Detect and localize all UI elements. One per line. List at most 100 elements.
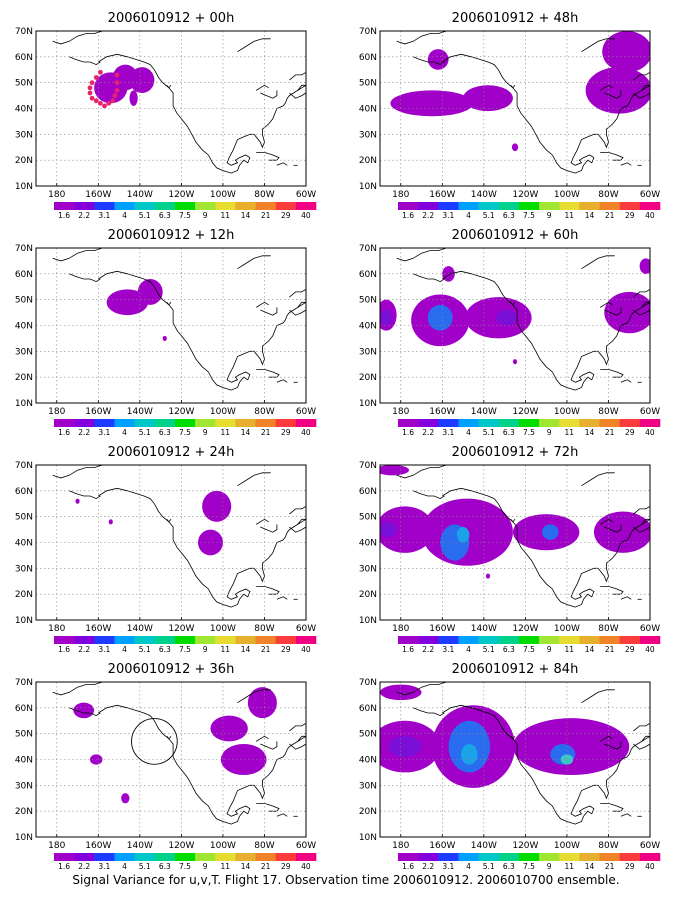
colorbar-swatch: [74, 419, 95, 427]
x-tick-label: 140W: [471, 407, 497, 417]
colorbar-swatch: [559, 853, 580, 861]
colorbar-label: 5.1: [139, 645, 151, 654]
coastline: [620, 162, 632, 166]
colorbar-swatch: [94, 853, 115, 861]
colorbar-swatch: [134, 636, 156, 644]
flight-track-point: [93, 75, 99, 80]
region-circle: [131, 718, 178, 765]
map-panel: 2006010912 + 72h 180 160W 140W 120W 100W 80W 60…: [350, 439, 661, 654]
plot-frame: [379, 464, 651, 621]
coastline: [599, 84, 613, 91]
coastline: [599, 301, 613, 308]
y-tick-label: 40N: [359, 756, 377, 766]
y-tick-label: 40N: [359, 322, 377, 332]
coastline: [600, 803, 624, 812]
colorbar-label: 4: [466, 428, 471, 437]
x-tick-label: 180: [392, 624, 409, 634]
y-tick-label: 50N: [359, 730, 377, 740]
coastline: [413, 273, 445, 283]
x-tick-label: 160W: [85, 407, 111, 417]
colorbar-label: 14: [241, 862, 251, 871]
colorbar-swatch: [458, 853, 479, 861]
colorbar-label: 7.5: [523, 645, 535, 654]
colorbar-swatch: [54, 853, 75, 861]
panel-title: 2006010912 + 00h: [108, 11, 235, 26]
colorbar-swatch: [438, 853, 459, 861]
colorbar-swatch: [154, 419, 176, 427]
colorbar-label: 3.1: [98, 211, 110, 220]
coastline: [260, 524, 278, 533]
y-tick-label: 30N: [359, 781, 377, 791]
y-tick-label: 20N: [15, 156, 33, 166]
coastline: [69, 490, 101, 500]
x-tick-label: 140W: [127, 624, 153, 634]
y-tick-label: 70N: [15, 244, 33, 254]
colorbar-label: 7.5: [179, 645, 191, 654]
colorbar-swatch: [398, 636, 419, 644]
colorbar-swatch: [195, 853, 216, 861]
figure-caption: Signal Variance for u,v,T. Flight 17. Ob…: [72, 873, 620, 887]
colorbar-label: 40: [301, 428, 311, 437]
y-tick-label: 10N: [15, 833, 33, 843]
colorbar-label: 11: [221, 862, 231, 871]
coastline: [396, 248, 447, 262]
colorbar-label: 29: [281, 862, 291, 871]
plot-frame: [35, 247, 307, 404]
y-tick-label: 70N: [359, 244, 377, 254]
colorbar-swatch: [275, 419, 297, 427]
colorbar-label: 40: [301, 211, 311, 220]
coastline: [166, 85, 172, 89]
colorbar-swatch: [438, 636, 459, 644]
colorbar-swatch: [619, 419, 641, 427]
y-tick-label: 20N: [359, 590, 377, 600]
colorbar-swatch: [539, 636, 560, 644]
y-tick-label: 40N: [359, 105, 377, 115]
coastline: [604, 90, 622, 99]
colorbar-swatch: [235, 636, 256, 644]
colorbar-label: 21: [605, 211, 615, 220]
colorbar-label: 4: [122, 211, 127, 220]
variance-blob: [220, 744, 267, 775]
colorbar-swatch: [398, 419, 419, 427]
y-tick-label: 10N: [359, 833, 377, 843]
colorbar-swatch: [478, 419, 500, 427]
variance-blob: [75, 498, 80, 504]
coastline: [297, 84, 306, 91]
colorbar-swatch: [438, 202, 459, 210]
colorbar-label: 21: [605, 645, 615, 654]
x-tick-label: 140W: [471, 624, 497, 634]
y-tick-label: 10N: [359, 616, 377, 626]
coastline: [620, 379, 632, 383]
map-chart: 2006010912 + 00h 180 160W 140W 120W 100W 80W 60…: [15, 11, 317, 220]
y-tick-label: 50N: [359, 79, 377, 89]
flight-track-point: [89, 95, 95, 101]
flight-track-point: [87, 85, 93, 91]
x-tick-label: 100W: [210, 190, 236, 200]
x-tick-label: 60W: [296, 624, 316, 634]
colorbar-label: 3.1: [98, 428, 110, 437]
plot-frame: [35, 30, 307, 187]
colorbar-swatch: [539, 419, 560, 427]
flight-track-point: [89, 80, 95, 86]
colorbar-label: 5.1: [483, 645, 495, 654]
colorbar-swatch: [579, 419, 600, 427]
coastline: [633, 309, 650, 316]
colorbar-label: 29: [625, 211, 635, 220]
variance-blob: [388, 736, 422, 757]
y-tick-label: 30N: [359, 347, 377, 357]
map-chart: 2006010912 + 48h 180 160W 140W 120W 100W 80W 60…: [359, 11, 661, 220]
colorbar-swatch: [174, 202, 196, 210]
x-tick-label: 100W: [210, 407, 236, 417]
y-tick-label: 60N: [359, 53, 377, 63]
colorbar-swatch: [518, 636, 540, 644]
colorbar-label: 2.2: [78, 645, 90, 654]
coastline: [396, 465, 447, 479]
coastline: [396, 682, 447, 696]
colorbar-swatch: [255, 419, 276, 427]
colorbar-label: 14: [585, 862, 595, 871]
colorbar-swatch: [195, 636, 216, 644]
x-tick-label: 80W: [254, 841, 274, 851]
x-tick-label: 140W: [471, 190, 497, 200]
colorbar-swatch: [174, 853, 196, 861]
coastline: [396, 31, 447, 45]
